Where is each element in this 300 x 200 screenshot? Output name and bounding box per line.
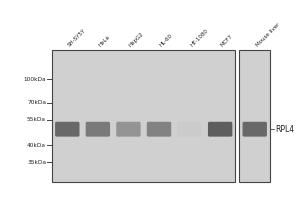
Text: MCF7: MCF7 — [220, 34, 234, 48]
Text: HT-1080: HT-1080 — [190, 28, 209, 48]
Text: RPL4: RPL4 — [275, 125, 294, 134]
FancyBboxPatch shape — [208, 122, 232, 137]
Text: 55kDa: 55kDa — [27, 117, 46, 122]
Bar — [52, 50, 236, 182]
Text: SH-SY5Y: SH-SY5Y — [67, 28, 87, 48]
Text: HL-60: HL-60 — [159, 33, 174, 48]
Bar — [239, 50, 270, 182]
FancyBboxPatch shape — [147, 122, 171, 137]
Text: HeLa: HeLa — [98, 35, 111, 48]
FancyBboxPatch shape — [86, 122, 110, 137]
FancyBboxPatch shape — [242, 122, 267, 137]
Text: 35kDa: 35kDa — [27, 160, 46, 165]
Text: 100kDa: 100kDa — [23, 77, 46, 82]
Text: 70kDa: 70kDa — [27, 100, 46, 105]
Text: 40kDa: 40kDa — [27, 143, 46, 148]
Text: Mouse liver: Mouse liver — [255, 22, 280, 48]
FancyBboxPatch shape — [177, 122, 202, 137]
Text: HepG2: HepG2 — [128, 31, 145, 48]
FancyBboxPatch shape — [116, 122, 141, 137]
FancyBboxPatch shape — [55, 122, 80, 137]
